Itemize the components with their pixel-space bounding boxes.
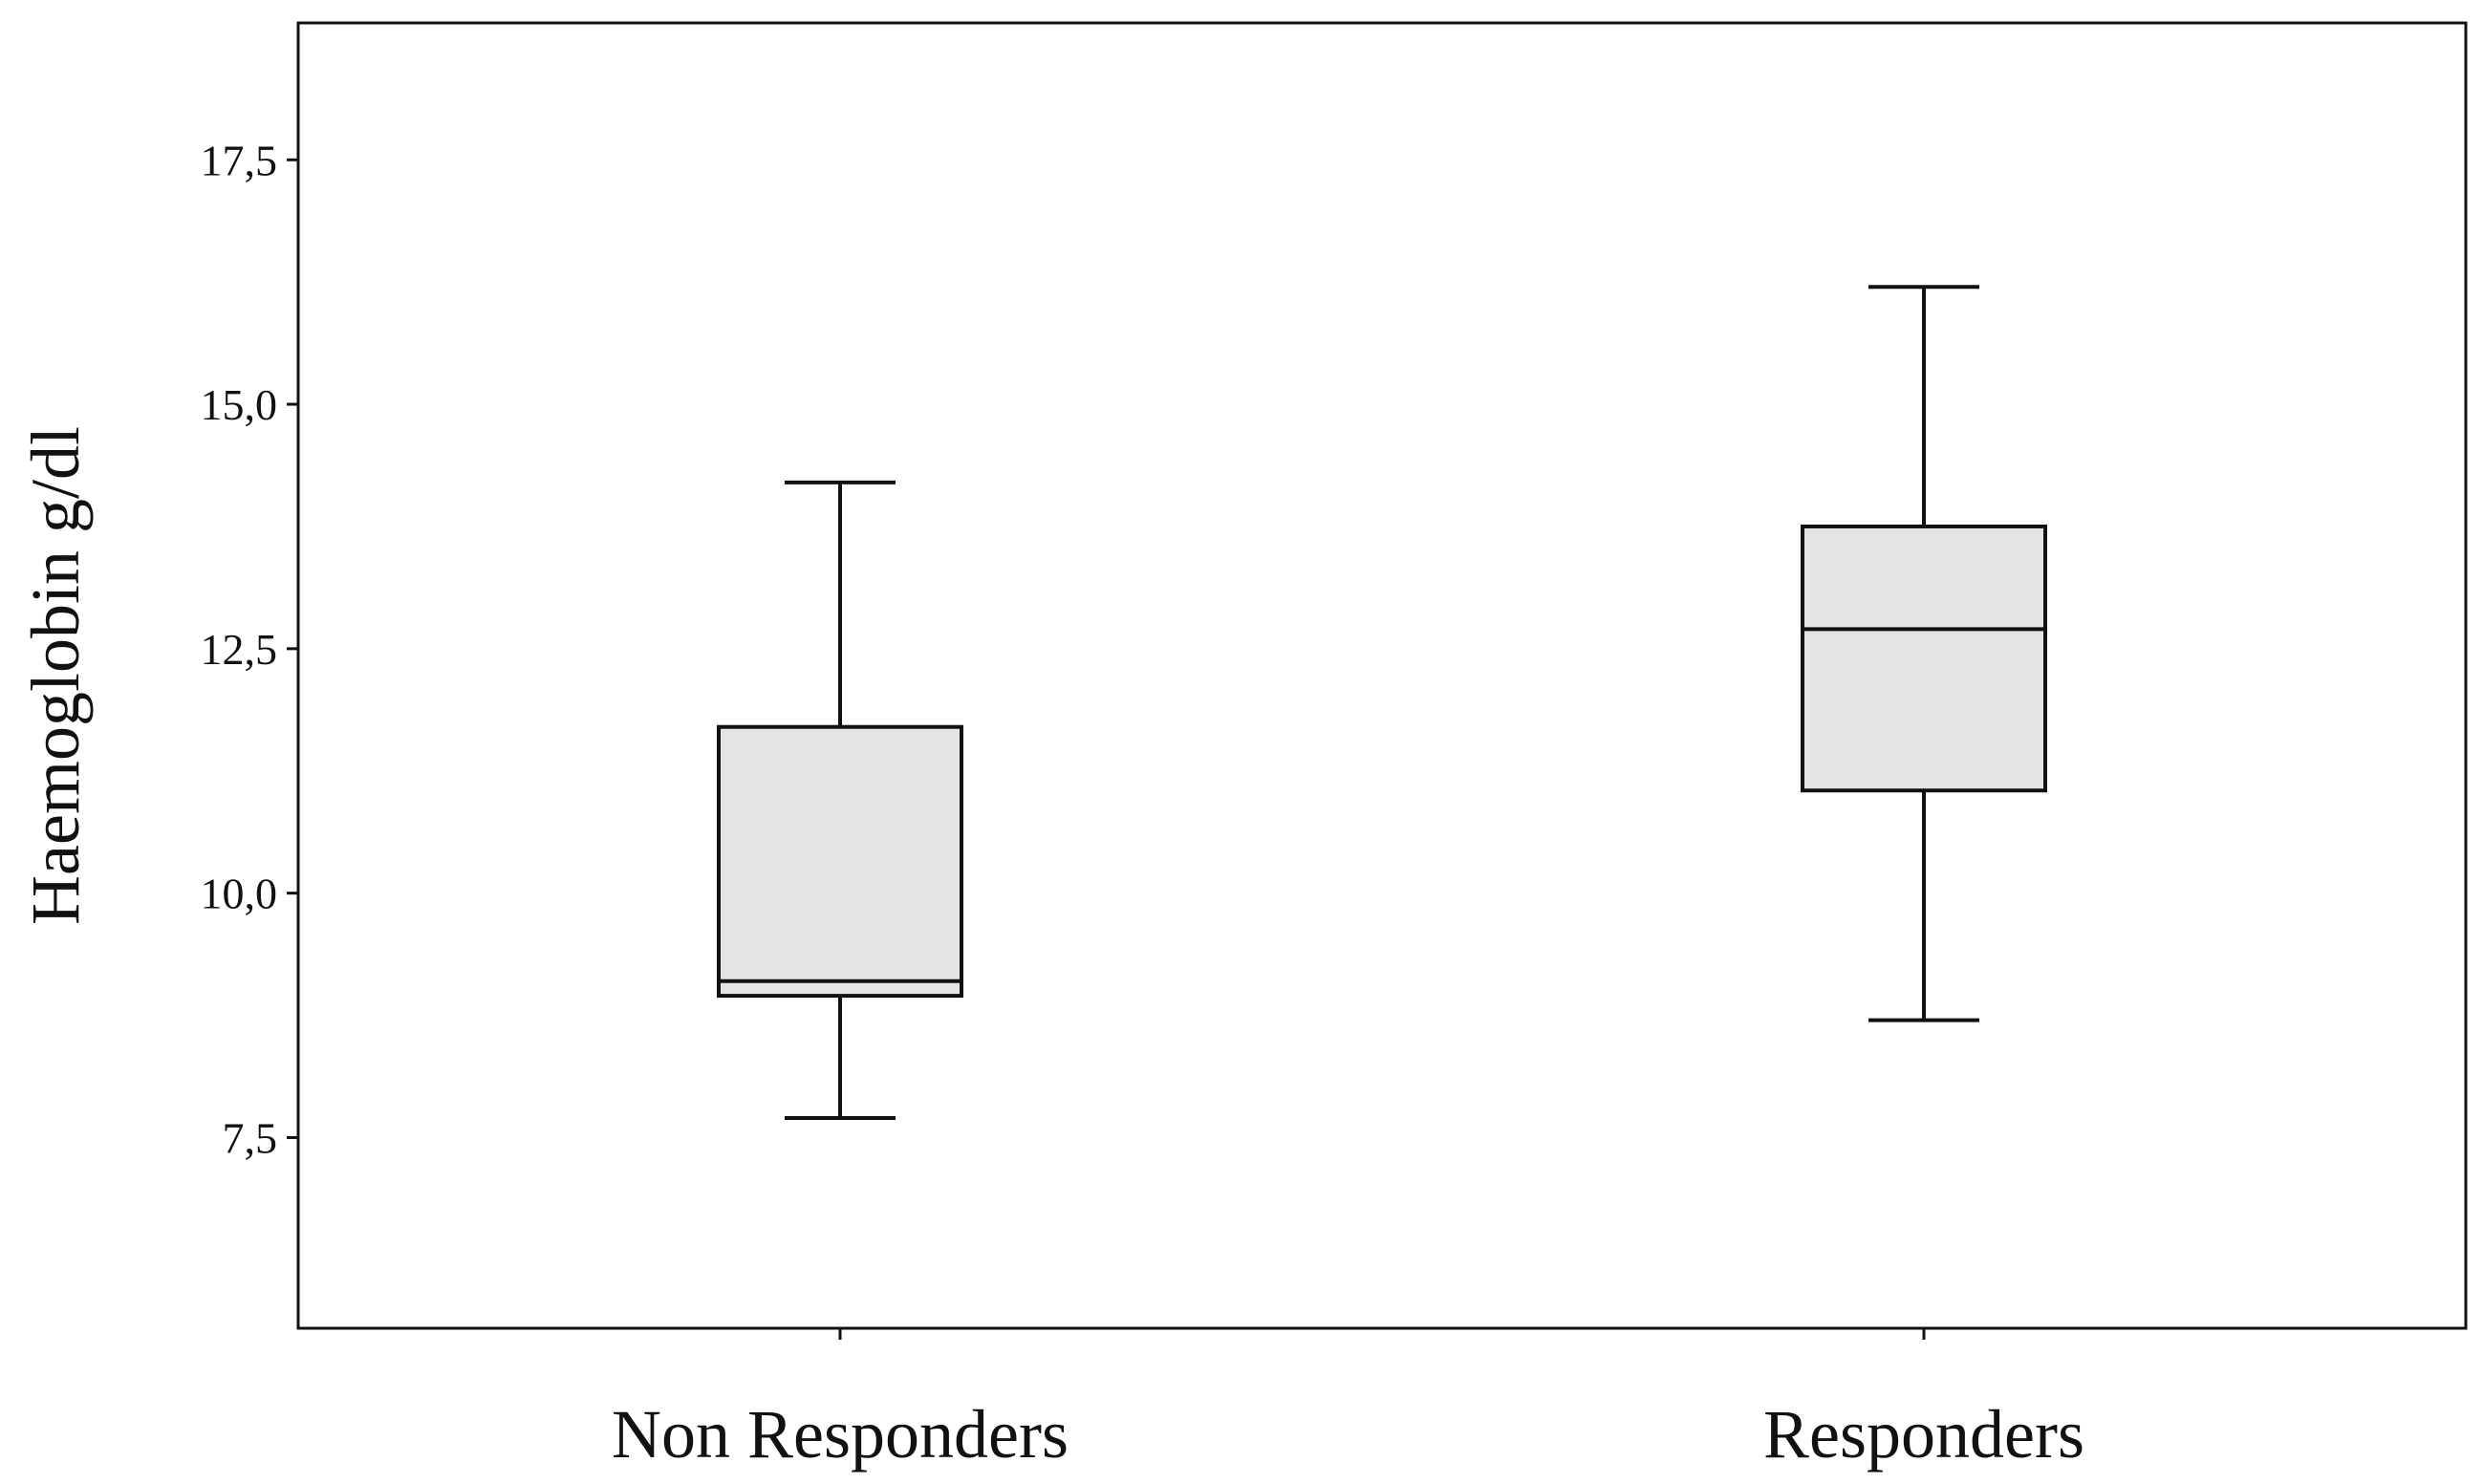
x-axis-ticks: Non Responders Responders bbox=[612, 1328, 2084, 1473]
y-tick-label: 17,5 bbox=[201, 136, 278, 184]
y-tick-label: 12,5 bbox=[201, 625, 278, 674]
plot-area-frame bbox=[296, 21, 2468, 1330]
iqr-box bbox=[717, 724, 963, 999]
box-1 bbox=[717, 480, 963, 1121]
x-category-label: Responders bbox=[1763, 1396, 2084, 1473]
y-tick-label: 7,5 bbox=[223, 1113, 278, 1162]
box-2 bbox=[1801, 285, 2047, 1022]
y-axis-ticks: 7,5 10,0 12,5 15,0 17,5 bbox=[201, 136, 298, 1162]
x-category-label: Non Responders bbox=[612, 1396, 1069, 1473]
y-tick-label: 10,0 bbox=[201, 870, 278, 918]
y-axis-title: Haemoglobin g/dl bbox=[17, 426, 94, 925]
iqr-box bbox=[1801, 524, 2047, 793]
box-series bbox=[717, 285, 2047, 1121]
y-tick-label: 15,0 bbox=[201, 380, 278, 429]
